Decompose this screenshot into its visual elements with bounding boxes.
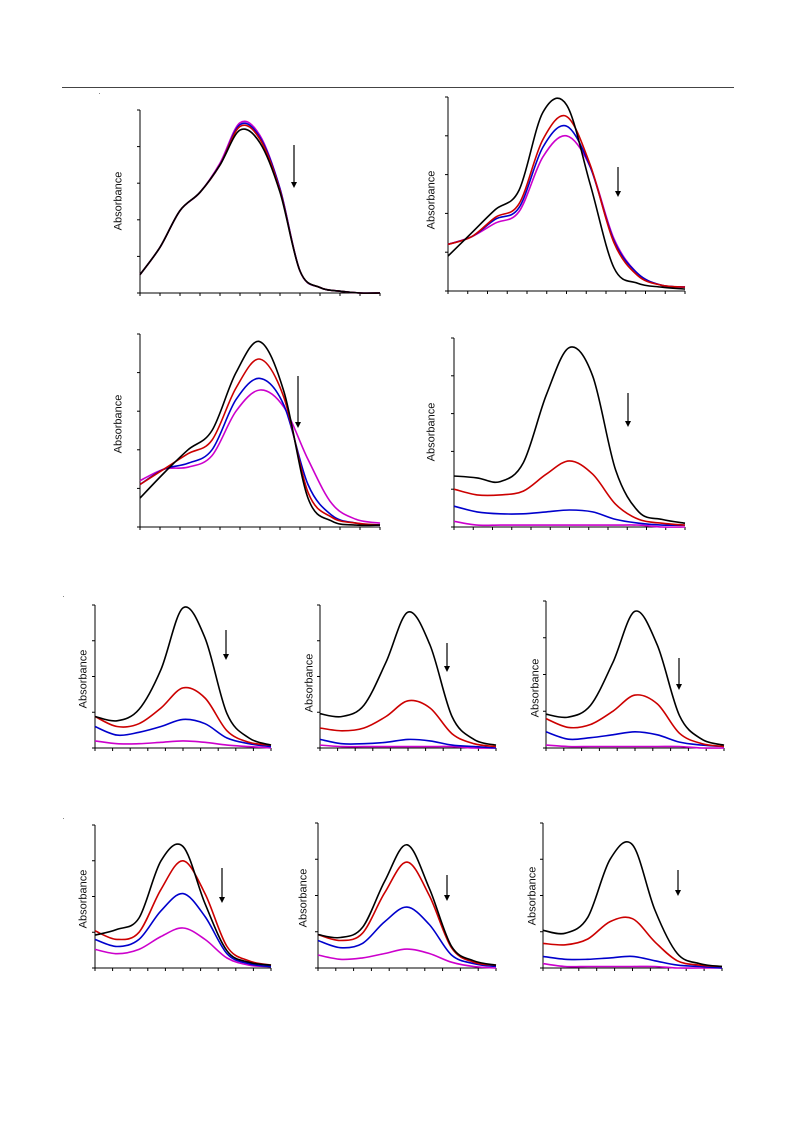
arrow-head-icon — [615, 191, 621, 197]
series-line — [317, 861, 497, 966]
y-axis-label: Absorbance — [76, 649, 89, 709]
series-line — [139, 128, 381, 294]
arrow-head-icon — [295, 422, 301, 428]
series-line — [317, 948, 497, 969]
arrow-head-icon — [291, 182, 297, 188]
series-line — [94, 860, 272, 966]
chart-p8 — [92, 824, 272, 971]
series-line — [94, 892, 272, 968]
series-line — [94, 927, 272, 968]
series-line — [453, 505, 686, 527]
series-line — [94, 686, 272, 746]
chart-p10 — [540, 822, 723, 971]
series-line — [139, 389, 381, 524]
series-line — [545, 731, 725, 748]
series-line — [447, 124, 686, 288]
y-axis-label: Absorbance — [302, 653, 315, 713]
y-axis-label: Absorbance — [424, 170, 437, 230]
series-line — [453, 520, 686, 528]
series-line — [447, 134, 686, 288]
y-axis-label: Absorbance — [296, 868, 309, 928]
series-line — [542, 916, 723, 968]
chart-p4 — [451, 337, 686, 530]
series-line — [139, 340, 381, 527]
arrow-head-icon — [625, 421, 631, 427]
page-mark — [63, 596, 64, 597]
y-axis-label: Absorbance — [528, 658, 541, 718]
arrow-head-icon — [675, 890, 681, 896]
chart-p9 — [315, 822, 497, 971]
page-mark — [99, 93, 100, 94]
arrow-head-icon — [444, 895, 450, 901]
chart-p5 — [92, 604, 272, 751]
y-axis-label: Absorbance — [111, 394, 124, 454]
arrow-head-icon — [676, 684, 682, 690]
chart-p6 — [317, 604, 497, 751]
y-axis-label: Absorbance — [76, 869, 89, 929]
arrow-head-icon — [444, 666, 450, 672]
series-line — [447, 114, 686, 288]
header-rule — [62, 87, 734, 88]
series-line — [453, 460, 686, 526]
series-line — [545, 744, 725, 749]
series-line — [545, 694, 725, 748]
series-line — [139, 358, 381, 526]
series-line — [139, 120, 381, 294]
series-line — [94, 740, 272, 749]
series-line — [319, 611, 497, 746]
y-axis-label: Absorbance — [424, 402, 437, 462]
chart-p7 — [543, 600, 725, 751]
series-line — [317, 906, 497, 968]
chart-p2 — [445, 96, 686, 294]
series-line — [139, 122, 381, 294]
series-line — [453, 346, 686, 524]
series-line — [542, 962, 722, 969]
y-axis-label: Absorbance — [525, 866, 538, 926]
series-line — [94, 606, 272, 746]
arrow-head-icon — [223, 654, 229, 660]
series-line — [319, 744, 497, 749]
series-line — [94, 843, 272, 966]
chart-p1 — [137, 109, 381, 296]
page-mark — [63, 818, 64, 819]
y-axis-label: Absorbance — [111, 171, 124, 231]
series-line — [319, 738, 497, 749]
arrow-head-icon — [219, 897, 225, 903]
series-line — [317, 844, 497, 966]
series-line — [545, 610, 725, 746]
series-line — [542, 841, 723, 968]
series-line — [319, 699, 497, 748]
series-line — [139, 124, 381, 294]
series-line — [139, 377, 381, 526]
series-line — [94, 718, 272, 748]
chart-p3 — [137, 333, 381, 530]
series-line — [542, 955, 723, 969]
series-line — [447, 97, 686, 290]
